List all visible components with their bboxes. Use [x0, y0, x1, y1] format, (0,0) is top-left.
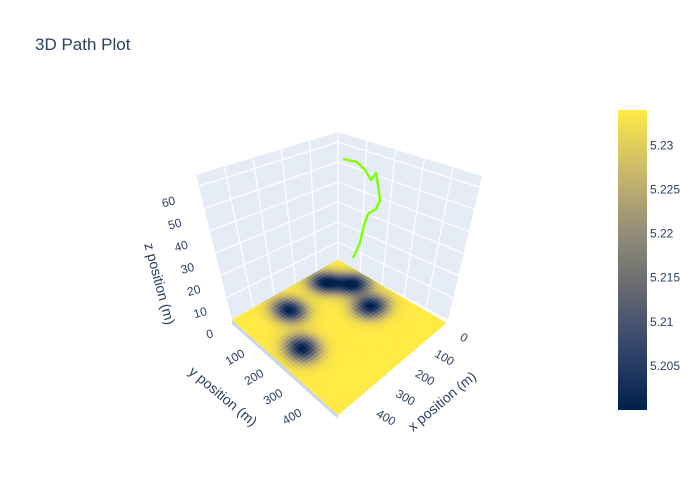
x-tick-label: 100	[432, 346, 457, 368]
z-tick-label: 30	[179, 260, 196, 277]
grid-line-z-xz	[337, 201, 464, 255]
grid-line-x	[403, 158, 425, 297]
colorbar-gradient	[618, 110, 647, 410]
colorbar-tick-label: 5.205	[650, 359, 680, 373]
grid-line-y	[280, 149, 297, 286]
y-tick-label: 200	[242, 366, 267, 388]
colorbar-tick-label: 5.22	[650, 227, 674, 241]
grid-line-z-yz	[215, 201, 339, 254]
path-series	[342, 157, 382, 259]
grid-line-z-yz	[209, 181, 339, 232]
chart-title: 3D Path Plot	[35, 35, 131, 54]
colorbar-ticks: 5.205 5.21 5.215 5.22 5.225 5.23	[650, 138, 680, 373]
grid-line-y	[252, 157, 275, 297]
path-line	[342, 157, 382, 259]
xz-wall	[338, 132, 482, 320]
grid-line-z-xz	[337, 221, 459, 277]
grid-line-z-xz	[337, 181, 470, 232]
surface-floor	[231, 259, 447, 419]
z-tick-label: 50	[167, 215, 184, 232]
grid-line-x	[381, 149, 397, 286]
grid-line-y	[223, 166, 254, 309]
z-tick-label: 0	[205, 326, 215, 341]
x-tick-label: 0	[458, 330, 471, 346]
z-tick-label: 40	[173, 238, 190, 255]
grid-line-z-xz	[337, 141, 480, 188]
colorbar-tick-label: 5.225	[650, 182, 680, 196]
colorbar-tick-label: 5.23	[650, 138, 674, 152]
gridlines	[198, 132, 480, 321]
grid-line-x	[425, 167, 454, 309]
y-tick-label: 100	[223, 346, 248, 368]
grid-line-y	[309, 140, 318, 274]
x-tick-label: 200	[413, 366, 438, 388]
x-tick-label: 300	[393, 386, 418, 408]
grid-line-z-yz	[226, 241, 339, 299]
grid-line-z-yz	[198, 141, 339, 187]
grid-line-z-xz	[337, 161, 475, 210]
grid-line-z-yz	[220, 221, 339, 276]
z-axis-title: z position (m)	[141, 241, 178, 326]
grid-line-z-yz	[204, 161, 339, 210]
colorbar: 5.205 5.21 5.215 5.22 5.225 5.23	[618, 110, 680, 410]
z-tick-label: 10	[192, 304, 209, 321]
y-tick-label: 300	[261, 386, 286, 408]
colorbar-tick-label: 5.215	[650, 271, 680, 285]
z-tick-label: 60	[160, 193, 177, 210]
x-tick-label: 400	[374, 406, 399, 428]
y-tick-label: 400	[280, 405, 305, 427]
yz-wall	[196, 132, 338, 320]
grid-line-x	[359, 140, 368, 274]
z-tick-label: 20	[186, 282, 203, 299]
axis-walls	[196, 132, 482, 320]
colorbar-tick-label: 5.21	[650, 315, 674, 329]
surface-edge	[232, 320, 338, 419]
